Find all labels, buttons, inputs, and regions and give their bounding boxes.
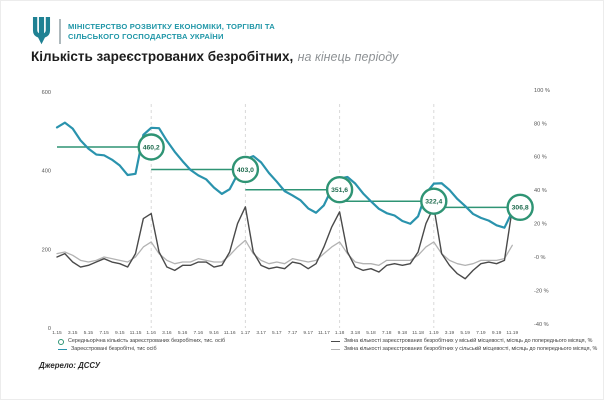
- x-axis-label: 9.18: [398, 330, 408, 336]
- x-axis-label: 9.16: [209, 330, 219, 336]
- average-circle-marker-icon: [58, 338, 64, 345]
- x-axis-label: 7.16: [194, 330, 204, 336]
- ministry-name: МІНІСТЕРСТВО РОЗВИТКУ ЕКОНОМІКИ, ТОРГІВЛ…: [68, 22, 275, 42]
- x-axis-label: 11.15: [130, 330, 142, 336]
- average-value: 403,0: [237, 167, 254, 174]
- left-axis-tick: 600: [42, 90, 51, 96]
- x-axis-label: 7.19: [476, 330, 486, 336]
- average-callout-circle: [137, 133, 165, 161]
- x-axis-label: 5.15: [84, 330, 94, 336]
- left-axis-tick: 400: [42, 169, 51, 175]
- x-axis-label: 11.19: [506, 330, 518, 336]
- left-axis-tick: 0: [48, 326, 51, 332]
- x-axis-label: 3.16: [162, 330, 172, 336]
- urban-change-line: [56, 206, 513, 280]
- average-callout-circle: [325, 176, 354, 204]
- right-axis-tick: 20 %: [534, 222, 547, 228]
- chart-legend-right-column: Зміна кількості зареєстрованих безробітн…: [331, 338, 599, 354]
- legend-item-unemployed: Зареєстровані безробітні, тис осіб: [58, 346, 323, 353]
- right-axis-tick: -0 %: [534, 255, 546, 261]
- x-axis-label: 1.17: [241, 330, 251, 336]
- unemployed-line: [55, 121, 514, 229]
- left-axis-tick: 200: [42, 247, 51, 253]
- chart-title-suffix: на кінець періоду: [297, 50, 399, 64]
- x-axis-label: 3.17: [256, 330, 266, 336]
- average-callout-circle: [420, 187, 448, 215]
- right-axis-tick: 80 %: [534, 121, 547, 127]
- legend-label: Зареєстровані безробітні, тис осіб: [71, 346, 157, 352]
- x-axis-label: 1.18: [335, 330, 345, 336]
- x-axis-label: 9.15: [115, 330, 125, 336]
- x-axis-label: 5.18: [366, 330, 376, 336]
- legend-label: Зміна кількості зареєстрованих безробітн…: [344, 346, 598, 352]
- average-value: 460,2: [143, 144, 160, 151]
- average-value: 322,4: [425, 199, 442, 206]
- legend-label: Зміна кількості зареєстрованих безробітн…: [344, 338, 593, 344]
- x-axis-label: 11.17: [318, 330, 330, 336]
- right-axis-tick: 60 %: [534, 155, 547, 161]
- legend-item-urban-change: Зміна кількості зареєстрованих безробітн…: [331, 338, 599, 345]
- urban-line-marker-icon: [331, 340, 340, 342]
- header-divider: [59, 19, 61, 44]
- right-axis-tick: -40 %: [534, 322, 549, 328]
- x-axis-label: 11.18: [412, 330, 424, 336]
- rural-line-marker-icon: [331, 348, 340, 350]
- x-axis-label: 7.18: [382, 330, 392, 336]
- tryzub-emblem-icon: [32, 17, 51, 45]
- right-axis-tick: -20 %: [534, 288, 549, 294]
- x-axis-label: 5.17: [272, 330, 282, 336]
- x-axis-label: 11.16: [224, 330, 236, 336]
- average-callout-circle: [506, 193, 534, 222]
- x-axis-label: 9.19: [492, 330, 502, 336]
- x-axis-label: 1.19: [429, 330, 439, 336]
- x-axis-label: 3.15: [68, 330, 78, 336]
- ministry-name-line1: МІНІСТЕРСТВО РОЗВИТКУ ЕКОНОМІКИ, ТОРГІВЛ…: [68, 21, 275, 31]
- legend-item-average: Середньорічна кількість зареєстрованих б…: [58, 338, 323, 345]
- average-callout-circle: [231, 155, 260, 184]
- x-axis-label: 5.19: [460, 330, 470, 336]
- rural-change-line: [56, 239, 513, 267]
- source-note: Джерело: ДССУ: [39, 361, 101, 370]
- x-axis-label: 1.16: [146, 330, 156, 336]
- legend-item-rural-change: Зміна кількості зареєстрованих безробітн…: [331, 346, 599, 353]
- x-axis-label: 5.16: [178, 330, 188, 336]
- unemployed-line-marker-icon: [58, 348, 67, 350]
- chart-legend-left-column: Середньорічна кількість зареєстрованих б…: [58, 338, 323, 354]
- right-axis-tick: 100 %: [534, 88, 550, 94]
- x-axis-label: 1.15: [52, 330, 62, 336]
- chart-title-main: Кількість зареєстрованих безробітних,: [31, 49, 294, 64]
- ministry-name-line2: СІЛЬСЬКОГО ГОСПОДАРСТВА УКРАЇНИ: [68, 31, 224, 41]
- ministry-header: МІНІСТЕРСТВО РОЗВИТКУ ЕКОНОМІКИ, ТОРГІВЛ…: [31, 17, 275, 46]
- average-value: 351,6: [331, 187, 348, 194]
- legend-label: Середньорічна кількість зареєстрованих б…: [68, 338, 226, 344]
- x-axis-label: 3.18: [351, 330, 361, 336]
- x-axis-label: 9.17: [303, 330, 313, 336]
- average-value: 306,8: [512, 205, 529, 212]
- x-axis-label: 7.17: [288, 330, 298, 336]
- x-axis-label: 7.15: [99, 330, 109, 336]
- page-title: Кількість зареєстрованих безробітних, на…: [31, 48, 398, 66]
- right-axis-tick: 40 %: [534, 188, 547, 194]
- x-axis-label: 3.19: [445, 330, 455, 336]
